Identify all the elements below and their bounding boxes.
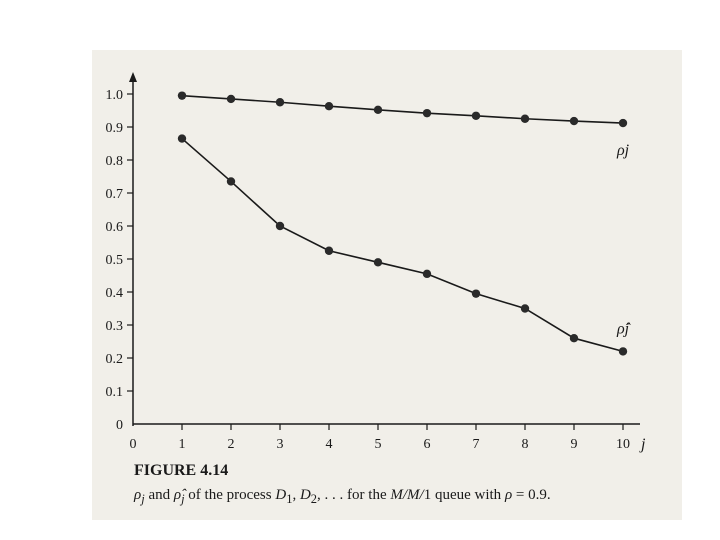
caption-text-3: queue with [431, 487, 505, 503]
caption-sub-2: 2 [310, 492, 318, 506]
caption-sub-1: 1 [286, 492, 293, 506]
data-point [520, 304, 530, 313]
data-point [373, 258, 383, 267]
book-page [92, 50, 682, 520]
x-tick-label: 5 [375, 437, 382, 452]
y-tick-label: 0.1 [106, 385, 124, 400]
y-tick-label: 1.0 [106, 88, 124, 103]
data-point [618, 347, 628, 356]
y-tick-label: 0 [116, 418, 123, 433]
data-point [324, 102, 334, 111]
figure-title: FIGURE 4.14 [134, 462, 229, 479]
data-point [275, 98, 285, 107]
tick-labels: 0 0.1 0.2 0.3 0.4 0.5 0.6 0.7 0.8 0.9 1.0 0 1 2 3 4 5 6 7 8… [106, 88, 631, 452]
caption-comma: , [292, 487, 300, 503]
data-point [226, 94, 236, 104]
series-lines [181, 94, 624, 353]
caption-sub-j: j [141, 492, 145, 506]
data-point [226, 177, 236, 186]
y-tick-label: 0.5 [106, 253, 124, 268]
x-tick-label: 1 [179, 437, 186, 452]
x-tick-label: 4 [326, 437, 333, 452]
caption-text-1: of the process [184, 487, 276, 503]
y-tick-label: 0.8 [106, 154, 124, 169]
data-point [569, 334, 579, 343]
y-tick-label: 0.3 [106, 319, 124, 334]
caption-rho-2: ρ [504, 487, 513, 503]
caption-and: and [144, 487, 174, 503]
x-tick-label: 3 [277, 437, 284, 452]
y-axis-arrow [129, 72, 137, 82]
data-point [618, 118, 628, 128]
caption-equals: = 0.9. [512, 487, 551, 503]
data-point [422, 269, 432, 279]
y-tick-label: 0.9 [106, 121, 124, 136]
series-line-0 [181, 94, 624, 124]
data-point [471, 111, 481, 120]
x-tick-label: 2 [228, 437, 235, 452]
y-tick-label: 0.2 [106, 352, 124, 367]
x-tick-label: 7 [473, 437, 480, 452]
figure-caption: ρj and ρ̂j of the process D1, D2, . . . … [134, 487, 551, 507]
series-line-1 [181, 137, 624, 353]
caption-d2: D [299, 487, 311, 503]
data-point [275, 221, 285, 231]
series-label-rho: ρj [616, 142, 630, 159]
data-point [471, 289, 481, 298]
data-point [177, 91, 187, 100]
data-point [324, 246, 334, 255]
x-tick-label: 0 [130, 437, 137, 452]
caption-rho: ρ [134, 487, 142, 503]
caption-queue-name: M/M/ [390, 487, 424, 503]
caption-sub-j-2: j [181, 492, 185, 506]
data-point [177, 134, 187, 143]
x-tick-label: 10 [616, 437, 630, 452]
caption-text-2: , . . . for the [317, 487, 391, 503]
x-tick-label: 8 [522, 437, 529, 452]
data-point [373, 105, 383, 115]
y-tick-label: 0.6 [106, 220, 124, 235]
axes [129, 72, 640, 426]
data-point [422, 108, 432, 118]
data-points [177, 91, 628, 356]
y-tick-label: 0.7 [106, 187, 124, 202]
caption-queue-num: 1 [423, 487, 432, 503]
series-label-rho-hat: ρ̂j [616, 320, 631, 337]
caption-d1: D [275, 487, 287, 503]
y-tick-label: 0.4 [106, 286, 124, 301]
x-tick-label: 6 [424, 437, 431, 452]
x-axis-label: j [639, 436, 646, 453]
data-point [569, 116, 579, 126]
x-tick-label: 9 [571, 437, 578, 452]
ticks [127, 93, 624, 430]
data-point [520, 114, 530, 123]
caption-rho-hat: ρ̂ [173, 487, 182, 503]
